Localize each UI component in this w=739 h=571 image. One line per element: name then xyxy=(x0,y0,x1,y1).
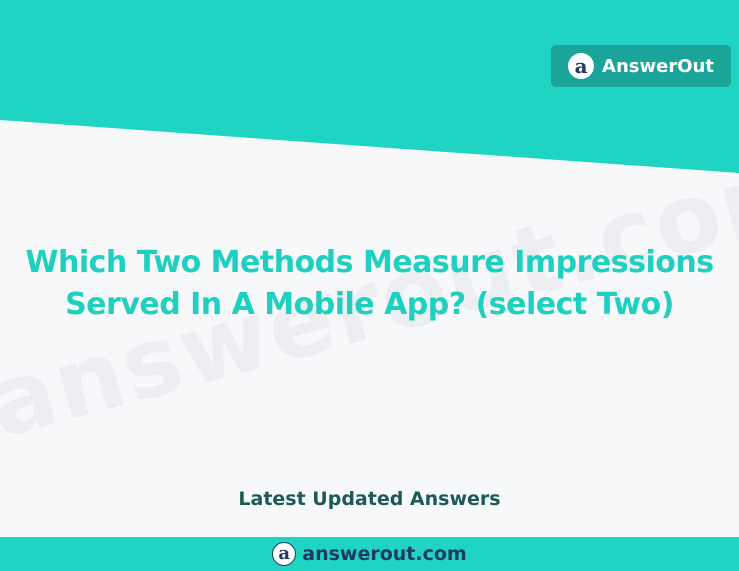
watermark-text: answerout.com xyxy=(0,129,739,460)
brand-name: AnswerOut xyxy=(602,55,714,77)
footer-site-link[interactable]: answerout.com xyxy=(302,543,467,565)
latest-answers-heading: Latest Updated Answers xyxy=(238,488,501,510)
brand-badge[interactable]: a AnswerOut xyxy=(551,45,731,87)
footer-logo-icon: a xyxy=(272,542,297,566)
header-banner xyxy=(0,0,739,173)
logo-icon: a xyxy=(568,53,595,79)
footer-bar: a answerout.com xyxy=(0,537,739,571)
question-title: Which Two Methods Measure Impressions Se… xyxy=(25,245,714,322)
header-banner-shape xyxy=(0,0,739,173)
